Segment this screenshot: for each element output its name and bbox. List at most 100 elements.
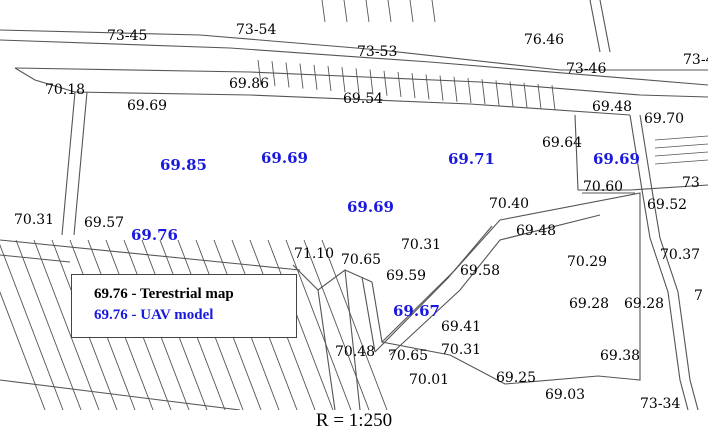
uav-elevation-label: 69.85 — [160, 156, 207, 174]
map-line — [481, 79, 486, 105]
map-line — [361, 276, 376, 353]
map-line — [509, 81, 514, 107]
map-line — [425, 74, 430, 100]
map-line — [0, 379, 241, 410]
map-line — [523, 82, 528, 108]
map-line — [380, 192, 641, 385]
terrestrial-elevation-label: 70.40 — [489, 196, 529, 212]
map-line — [292, 264, 373, 291]
map-line — [0, 254, 71, 263]
map-line — [344, 269, 361, 410]
map-line — [355, 68, 360, 94]
map-line — [467, 77, 472, 104]
map-line — [654, 159, 708, 165]
terrestrial-elevation-label: 69.86 — [229, 76, 269, 92]
map-line — [374, 225, 493, 353]
map-line — [453, 76, 458, 102]
terrestrial-elevation-label: 69.59 — [386, 268, 426, 284]
map-line — [0, 291, 46, 410]
map-line — [574, 114, 630, 191]
map-line — [321, 239, 388, 410]
map-line — [15, 239, 82, 410]
legend-uav: 69.76 - UAV model — [94, 307, 214, 323]
terrestrial-elevation-label: 70.29 — [567, 254, 607, 270]
legend-terrestrial: 69.76 - Terestrial map — [94, 286, 234, 302]
terrestrial-elevation-label: 73-53 — [357, 44, 397, 60]
terrestrial-elevation-label: 70.31 — [401, 237, 441, 253]
map-legend: 69.76 - Terestrial map 69.76 - UAV model — [71, 274, 297, 338]
map-line — [317, 289, 336, 410]
map-line — [397, 71, 402, 98]
uav-elevation-label: 69.69 — [347, 198, 394, 216]
terrestrial-elevation-label: 73-34 — [640, 396, 680, 410]
terrestrial-elevation-label: 69.70 — [644, 111, 684, 127]
terrestrial-elevation-label: 70.65 — [341, 252, 381, 268]
map-line — [0, 243, 64, 410]
map-line — [369, 69, 374, 95]
terrestrial-elevation-label: 69.64 — [542, 135, 582, 151]
terrestrial-elevation-label: 69.58 — [460, 263, 500, 279]
terrestrial-elevation-label: 76.46 — [524, 32, 564, 48]
uav-elevation-label: 69.69 — [593, 150, 640, 168]
map-line — [271, 61, 276, 87]
map-line — [431, 0, 436, 23]
terrestrial-elevation-label: 69.57 — [84, 215, 124, 231]
terrestrial-elevation-label: 7 — [694, 288, 703, 304]
scale-label: R = 1:250 — [315, 410, 393, 431]
map-line — [654, 143, 708, 149]
terrestrial-elevation-label: 70.65 — [388, 348, 428, 364]
map-line — [409, 0, 414, 23]
map-line — [73, 91, 88, 236]
uav-elevation-label: 69.67 — [393, 302, 440, 320]
terrestrial-elevation-label: 73-4 — [683, 52, 708, 68]
map-line — [639, 114, 699, 410]
map-line — [74, 91, 631, 116]
map-line — [14, 67, 708, 98]
map-line — [654, 135, 708, 141]
map-line — [321, 0, 326, 23]
map-line — [654, 151, 708, 157]
uav-elevation-label: 69.69 — [261, 149, 308, 167]
map-line — [343, 0, 348, 23]
terrestrial-elevation-label: 69.38 — [600, 348, 640, 364]
terrestrial-elevation-label: 69.54 — [343, 91, 383, 107]
map-line — [0, 239, 301, 271]
map-line — [327, 65, 332, 92]
map-line — [285, 62, 290, 88]
map-line — [599, 0, 611, 53]
terrestrial-elevation-label: 73-46 — [566, 61, 606, 77]
uav-labels: 69.85 69.69 69.71 69.69 69.69 69.76 69.67 — [131, 149, 640, 320]
map-line — [365, 0, 370, 23]
uav-elevation-label: 69.76 — [131, 226, 178, 244]
terrestrial-elevation-label: 70.18 — [45, 82, 85, 98]
terrestrial-elevation-label: 70.31 — [441, 342, 481, 358]
terrestrial-elevation-label: 69.28 — [569, 296, 609, 312]
terrestrial-elevation-label: 73-45 — [107, 28, 147, 44]
terrestrial-elevation-label: 69.69 — [127, 98, 167, 114]
map-line — [61, 91, 76, 236]
map-line — [439, 75, 444, 101]
map-line — [537, 83, 542, 110]
map-line — [14, 67, 76, 93]
terrestrial-elevation-label: 69.48 — [592, 99, 632, 115]
terrestrial-elevation-label: 69.28 — [624, 296, 664, 312]
map-line — [0, 39, 708, 86]
terrestrial-elevation-label: 69.48 — [516, 223, 556, 239]
map-line — [0, 29, 708, 71]
map-line — [411, 73, 416, 99]
terrestrial-elevation-label: 69.03 — [545, 387, 585, 403]
terrestrial-elevation-label: 71.10 — [294, 246, 334, 262]
terrestrial-elevation-label: 70.37 — [660, 247, 700, 263]
map-line — [495, 80, 500, 106]
map-line — [629, 114, 689, 410]
map-line — [389, 214, 601, 356]
map-line — [285, 239, 352, 410]
map-line — [299, 63, 304, 89]
map-line — [383, 70, 388, 96]
map-line — [387, 0, 392, 23]
terrestrial-elevation-label: 69.25 — [496, 370, 536, 386]
map-line — [33, 239, 100, 410]
map-line — [551, 85, 556, 111]
